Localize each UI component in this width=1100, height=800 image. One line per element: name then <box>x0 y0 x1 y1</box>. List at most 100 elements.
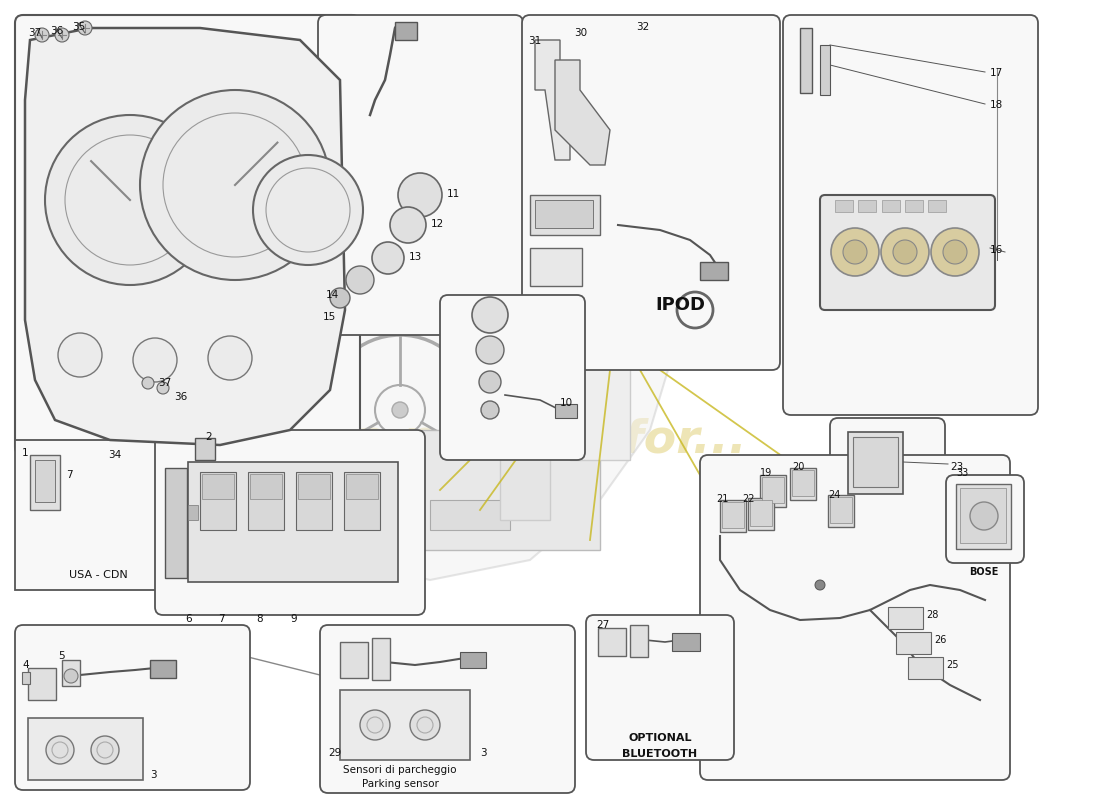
Circle shape <box>392 402 408 418</box>
Bar <box>202 474 234 499</box>
Bar <box>340 642 368 678</box>
Polygon shape <box>556 60 610 165</box>
Polygon shape <box>25 28 345 445</box>
Text: 6: 6 <box>185 614 191 624</box>
Bar <box>530 248 582 286</box>
Text: Parking sensor: Parking sensor <box>362 779 439 789</box>
Bar <box>298 474 330 499</box>
Bar <box>896 632 931 654</box>
Text: 5: 5 <box>58 651 65 661</box>
FancyBboxPatch shape <box>820 195 996 310</box>
Circle shape <box>843 240 867 264</box>
Bar <box>748 498 774 530</box>
Circle shape <box>208 336 252 380</box>
Text: 12: 12 <box>431 219 444 229</box>
Bar <box>62 660 80 686</box>
Circle shape <box>253 155 363 265</box>
Text: a passion for...: a passion for... <box>353 418 747 462</box>
Bar <box>15 440 180 590</box>
Text: 34: 34 <box>108 450 121 460</box>
Bar <box>460 652 486 668</box>
Bar <box>858 200 876 212</box>
Bar <box>530 195 600 235</box>
Bar <box>750 500 772 526</box>
FancyBboxPatch shape <box>318 15 522 335</box>
Bar <box>28 718 143 780</box>
Text: 36: 36 <box>174 392 187 402</box>
Circle shape <box>881 228 930 276</box>
Text: 19: 19 <box>760 468 772 478</box>
Bar <box>200 472 236 530</box>
Circle shape <box>35 28 50 42</box>
FancyBboxPatch shape <box>830 418 945 518</box>
Circle shape <box>157 382 169 394</box>
Bar <box>344 472 380 530</box>
Text: BOSE: BOSE <box>969 567 999 577</box>
Text: 30: 30 <box>574 28 587 38</box>
Bar <box>570 360 630 460</box>
FancyBboxPatch shape <box>320 625 575 793</box>
FancyBboxPatch shape <box>946 475 1024 563</box>
Bar <box>372 638 390 680</box>
Circle shape <box>133 338 177 382</box>
FancyBboxPatch shape <box>700 455 1010 780</box>
Circle shape <box>46 736 74 764</box>
Bar <box>430 500 510 530</box>
Bar <box>22 672 30 684</box>
Text: 37: 37 <box>28 28 42 38</box>
Bar <box>395 22 417 40</box>
Circle shape <box>815 580 825 590</box>
Circle shape <box>64 669 78 683</box>
Bar <box>535 200 593 228</box>
Bar <box>35 460 55 502</box>
Bar <box>828 495 854 527</box>
Circle shape <box>398 173 442 217</box>
Text: 3: 3 <box>150 770 156 780</box>
Text: 31: 31 <box>528 36 541 46</box>
Bar <box>928 200 946 212</box>
Text: 3: 3 <box>480 748 486 758</box>
FancyBboxPatch shape <box>783 15 1038 415</box>
Circle shape <box>58 333 102 377</box>
Text: 8: 8 <box>256 614 263 624</box>
Bar <box>830 497 852 523</box>
FancyBboxPatch shape <box>522 15 780 370</box>
Circle shape <box>91 736 119 764</box>
Text: 7: 7 <box>218 614 224 624</box>
Circle shape <box>78 21 92 35</box>
Bar <box>630 625 648 657</box>
PathPatch shape <box>220 130 680 580</box>
Text: 27: 27 <box>596 620 609 630</box>
Text: IPOD: IPOD <box>654 296 705 314</box>
Text: OPTIONAL: OPTIONAL <box>628 733 692 743</box>
Text: 26: 26 <box>934 635 946 645</box>
Text: 7: 7 <box>66 470 73 480</box>
Text: USA - CDN: USA - CDN <box>68 570 128 580</box>
Circle shape <box>346 266 374 294</box>
Bar <box>346 474 378 499</box>
Bar <box>296 472 332 530</box>
Bar <box>250 474 282 499</box>
Circle shape <box>45 115 214 285</box>
Bar <box>500 440 550 520</box>
Bar <box>195 438 214 460</box>
Text: BLUETOOTH: BLUETOOTH <box>623 749 697 759</box>
Bar <box>150 660 176 678</box>
Text: 2: 2 <box>205 432 211 442</box>
Text: 20: 20 <box>792 462 804 472</box>
Text: 13: 13 <box>409 252 422 262</box>
Bar <box>700 262 728 280</box>
Bar <box>792 470 814 496</box>
Circle shape <box>55 28 69 42</box>
Text: 22: 22 <box>742 494 755 504</box>
Bar <box>340 690 470 760</box>
Circle shape <box>142 377 154 389</box>
Bar <box>30 455 60 510</box>
Text: 9: 9 <box>290 614 297 624</box>
Text: 29: 29 <box>328 748 341 758</box>
Circle shape <box>830 228 879 276</box>
Bar <box>882 200 900 212</box>
Bar <box>790 468 816 500</box>
Bar <box>960 488 1006 543</box>
Circle shape <box>970 502 998 530</box>
